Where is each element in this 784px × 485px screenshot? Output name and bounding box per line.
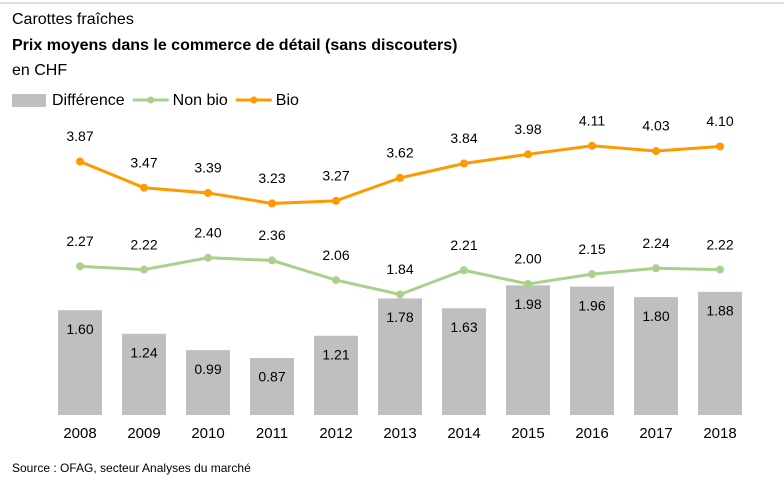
point: [204, 253, 212, 262]
legend-label: Différence: [52, 92, 125, 109]
data-label: 4.03: [642, 118, 669, 134]
data-label: 1.84: [386, 261, 413, 277]
point: [332, 196, 340, 205]
x-tick-label: 2011: [256, 425, 288, 442]
data-label: 0.99: [194, 361, 221, 377]
x-tick-label: 2009: [127, 425, 160, 442]
bar: [442, 308, 486, 415]
data-label: 2.15: [578, 241, 605, 257]
data-label: 2.21: [450, 237, 477, 253]
point: [460, 159, 468, 168]
data-label: 2.06: [322, 247, 349, 263]
unit-label: en CHF: [12, 62, 67, 79]
data-label: 4.11: [579, 112, 605, 128]
data-label: 2.22: [130, 236, 157, 252]
data-label: 1.96: [578, 297, 605, 313]
data-label: 2.24: [642, 235, 669, 251]
point: [396, 173, 404, 182]
data-label: 3.47: [130, 154, 157, 170]
point: [268, 199, 276, 208]
point: [652, 264, 660, 273]
bar: [378, 298, 422, 415]
data-label: 1.63: [450, 319, 477, 335]
point: [716, 142, 724, 151]
point: [140, 265, 148, 274]
legend-swatch: [12, 94, 46, 107]
data-label: 1.88: [706, 303, 733, 319]
x-tick-label: 2008: [63, 425, 96, 442]
x-tick-label: 2013: [383, 425, 416, 442]
x-tick-label: 2016: [575, 425, 608, 442]
legend-label: Non bio: [173, 92, 228, 109]
data-label: 1.80: [642, 308, 669, 324]
data-label: 2.36: [258, 227, 285, 243]
point: [588, 270, 596, 279]
data-label: 1.78: [386, 309, 413, 325]
bar: [250, 358, 294, 415]
data-label: 1.24: [130, 344, 157, 360]
data-label: 1.21: [322, 346, 349, 362]
bar: [122, 333, 166, 415]
source: Source : OFAG, secteur Analyses du march…: [12, 461, 251, 475]
bar: [698, 291, 742, 415]
data-label: 0.87: [258, 369, 285, 385]
point: [76, 262, 84, 271]
data-label: 2.40: [194, 225, 221, 241]
point: [268, 256, 276, 265]
x-tick-label: 2012: [319, 425, 352, 442]
point: [524, 150, 532, 159]
x-tick-label: 2015: [511, 425, 544, 442]
data-label: 3.87: [66, 128, 93, 144]
legend-label: Bio: [276, 92, 299, 109]
x-tick-label: 2010: [191, 425, 224, 442]
legend-marker: [250, 96, 258, 104]
x-tick-label: 2018: [703, 425, 736, 442]
chart-title: Carottes fraîches: [12, 11, 134, 28]
bar: [634, 297, 678, 415]
data-label: 1.60: [66, 321, 93, 337]
bar: [570, 286, 614, 415]
data-label: 4.10: [706, 113, 733, 129]
point: [396, 290, 404, 299]
bar: [314, 335, 358, 415]
data-label: 3.39: [194, 160, 221, 176]
data-label: 3.62: [386, 145, 413, 161]
bar: [506, 285, 550, 415]
point: [524, 280, 532, 288]
data-label: 1.98: [514, 296, 541, 312]
point: [588, 141, 596, 150]
legend-marker: [147, 96, 155, 104]
data-label: 3.23: [258, 170, 285, 186]
chart-subtitle: Prix moyens dans le commerce de détail (…: [12, 37, 458, 54]
x-tick-label: 2014: [447, 425, 480, 442]
point: [140, 183, 148, 192]
data-label: 3.27: [322, 168, 349, 184]
point: [716, 265, 724, 274]
data-label: 2.00: [514, 251, 541, 267]
point: [332, 276, 340, 285]
point: [76, 157, 84, 166]
data-label: 2.22: [706, 236, 733, 252]
point: [652, 147, 660, 156]
x-tick-label: 2017: [639, 425, 672, 442]
bar: [186, 350, 230, 415]
data-label: 3.98: [514, 121, 541, 137]
point: [460, 266, 468, 275]
data-label: 3.84: [450, 130, 477, 146]
bar: [58, 310, 102, 415]
data-label: 2.27: [66, 233, 93, 249]
point: [204, 188, 212, 197]
